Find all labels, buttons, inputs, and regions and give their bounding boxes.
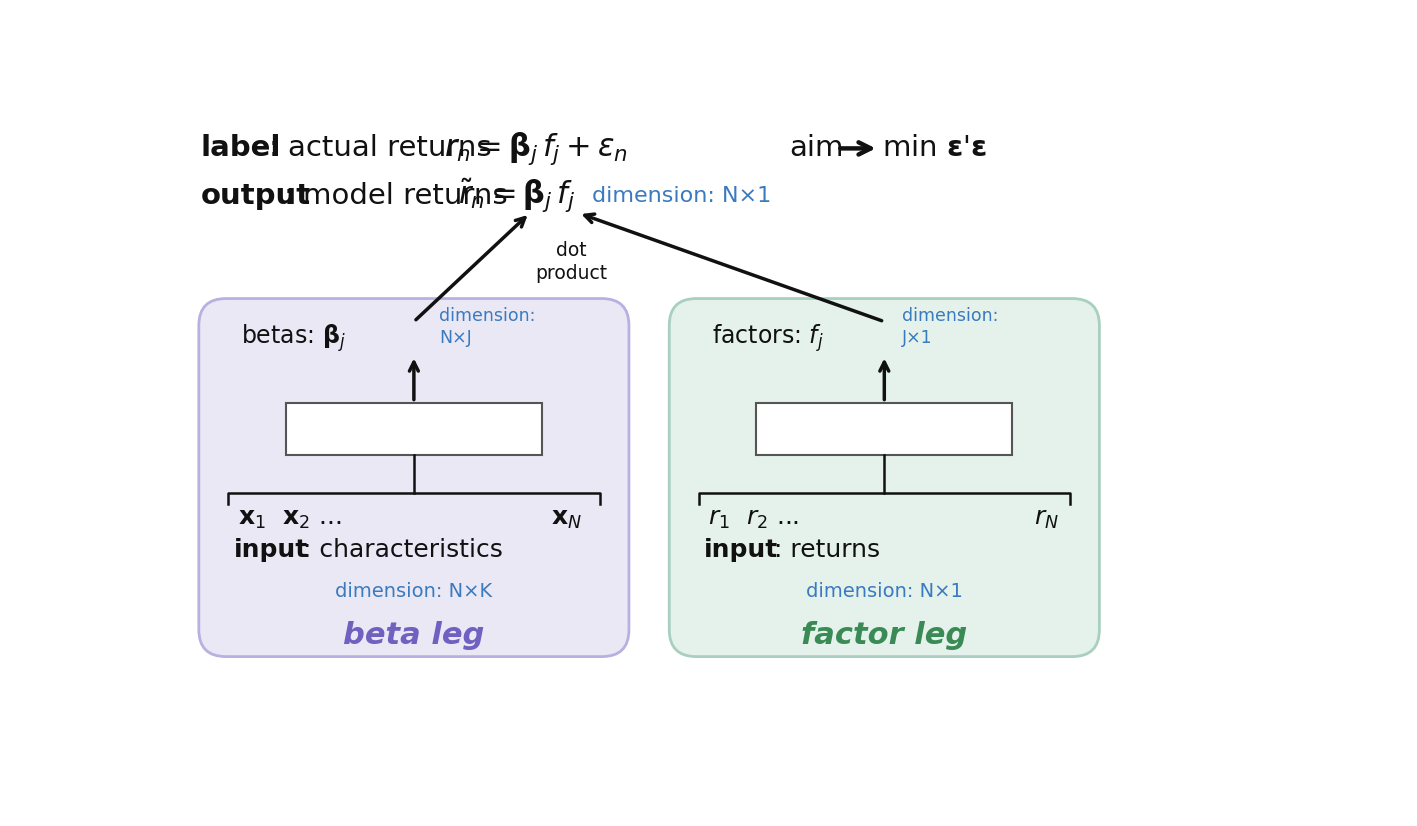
FancyBboxPatch shape: [669, 298, 1100, 657]
Text: $\mathbf{x}_N$: $\mathbf{x}_N$: [551, 507, 582, 531]
Text: input: input: [704, 539, 778, 563]
Text: aim: aim: [789, 135, 845, 163]
Text: $\tilde{r}_n = \mathbf{\beta}_j\, f_j$: $\tilde{r}_n = \mathbf{\beta}_j\, f_j$: [458, 177, 575, 215]
Text: $r_n = \mathbf{\beta}_j\, f_j + \varepsilon_n$: $r_n = \mathbf{\beta}_j\, f_j + \varepsi…: [445, 130, 628, 167]
Bar: [286, 402, 541, 455]
Text: $\mathbf{x}_1$  $\mathbf{x}_2$ ...: $\mathbf{x}_1$ $\mathbf{x}_2$ ...: [238, 507, 341, 531]
Text: Neural network: Neural network: [334, 419, 495, 439]
Text: $r_N$: $r_N$: [1033, 507, 1058, 531]
Text: : returns: : returns: [774, 539, 880, 563]
Text: factor leg: factor leg: [801, 620, 968, 649]
Text: beta leg: beta leg: [343, 620, 485, 649]
Text: factors: $f_j$: factors: $f_j$: [711, 323, 823, 354]
Bar: [757, 402, 1012, 455]
Text: : model returns: : model returns: [283, 183, 526, 210]
Text: dimension: N×1: dimension: N×1: [592, 186, 771, 206]
Text: betas: $\mathbf{\beta}_j$: betas: $\mathbf{\beta}_j$: [241, 323, 346, 354]
Text: input: input: [234, 539, 307, 563]
Text: : characteristics: : characteristics: [303, 539, 503, 563]
Text: dimension: N×1: dimension: N×1: [806, 582, 962, 601]
Text: label: label: [200, 135, 281, 163]
Text: $r_1$  $r_2$ ...: $r_1$ $r_2$ ...: [708, 507, 799, 531]
Text: min $\boldsymbol{\varepsilon}$'$\boldsymbol{\varepsilon}$: min $\boldsymbol{\varepsilon}$'$\boldsym…: [883, 135, 988, 163]
Text: dimension:
J×1: dimension: J×1: [901, 307, 998, 347]
Text: Neural network: Neural network: [805, 419, 965, 439]
Text: dimension: N×K: dimension: N×K: [336, 582, 493, 601]
Text: dimension:
N×J: dimension: N×J: [439, 307, 536, 347]
Text: : actual returns: : actual returns: [269, 135, 510, 163]
FancyBboxPatch shape: [198, 298, 629, 657]
Text: output: output: [200, 183, 310, 210]
Text: dot
product: dot product: [534, 241, 606, 283]
